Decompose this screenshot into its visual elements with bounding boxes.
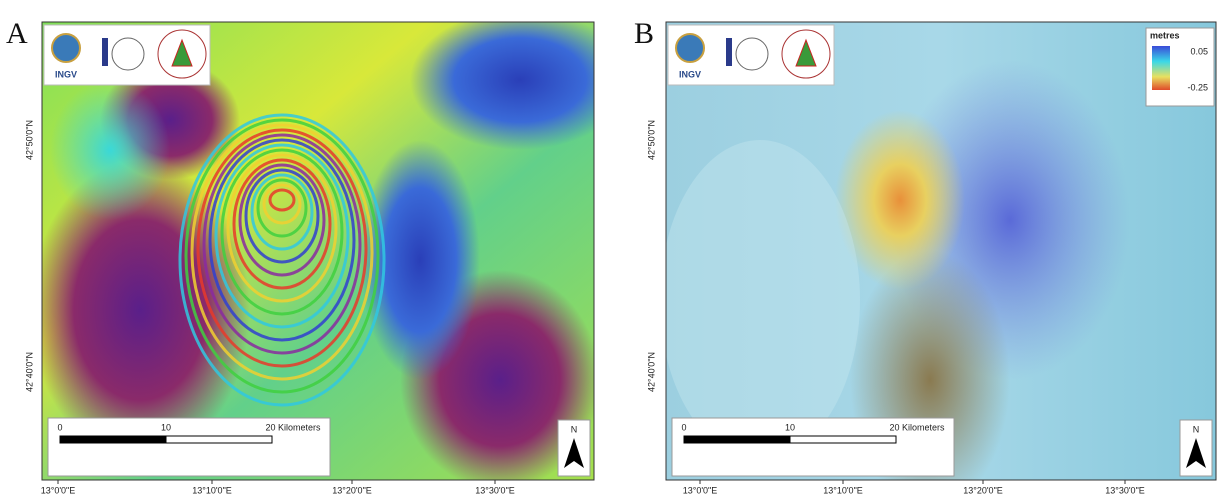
lon-label: 13°10'0"E bbox=[823, 485, 863, 495]
scale-label: 20 Kilometers bbox=[889, 422, 945, 432]
north-label: N bbox=[571, 424, 578, 434]
lon-label: 13°30'0"E bbox=[475, 485, 515, 495]
logo-globe bbox=[52, 34, 80, 62]
scale-label: 0 bbox=[57, 422, 62, 432]
scale-label: 10 bbox=[785, 422, 795, 432]
logo-globe bbox=[676, 34, 704, 62]
scale-label: 0 bbox=[681, 422, 686, 432]
lon-label: 13°20'0"E bbox=[963, 485, 1003, 495]
logo-text: INGV bbox=[679, 69, 701, 79]
lon-label: 13°0'0"E bbox=[683, 485, 718, 495]
legend-title: metres bbox=[1150, 30, 1180, 40]
lon-label: 13°0'0"E bbox=[41, 485, 76, 495]
logo-mark bbox=[102, 38, 108, 66]
legend-ramp bbox=[1152, 46, 1170, 90]
figure: metres 0.05 -0.25 A INGV 13°0'0"E 13°10'0"E… bbox=[0, 0, 1218, 500]
legend: metres 0.05 -0.25 bbox=[1146, 28, 1214, 106]
scale-label: 20 Kilometers bbox=[265, 422, 321, 432]
scale-label: 10 bbox=[161, 422, 171, 432]
panel-letter: A bbox=[6, 17, 28, 50]
lon-label: 13°30'0"E bbox=[1105, 485, 1145, 495]
lat-label: 42°50'0"N bbox=[646, 120, 656, 160]
scale-bar bbox=[684, 436, 790, 443]
lon-label: 13°20'0"E bbox=[332, 485, 372, 495]
scale-bar bbox=[166, 436, 272, 443]
lat-label: 42°40'0"N bbox=[646, 352, 656, 392]
scale-bar bbox=[790, 436, 896, 443]
logo-text: INGV bbox=[55, 69, 77, 79]
lon-label: 13°10'0"E bbox=[192, 485, 232, 495]
lat-label: 42°50'0"N bbox=[24, 120, 34, 160]
shade bbox=[660, 140, 860, 460]
fringe-area bbox=[50, 80, 170, 220]
fringe-area bbox=[410, 10, 630, 150]
north-label: N bbox=[1193, 424, 1200, 434]
scale-bar bbox=[60, 436, 166, 443]
panel-letter: B bbox=[634, 17, 654, 50]
legend-label: -0.25 bbox=[1187, 82, 1208, 92]
lat-label: 42°40'0"N bbox=[24, 352, 34, 392]
logo-mark bbox=[726, 38, 732, 66]
legend-label: 0.05 bbox=[1190, 46, 1208, 56]
